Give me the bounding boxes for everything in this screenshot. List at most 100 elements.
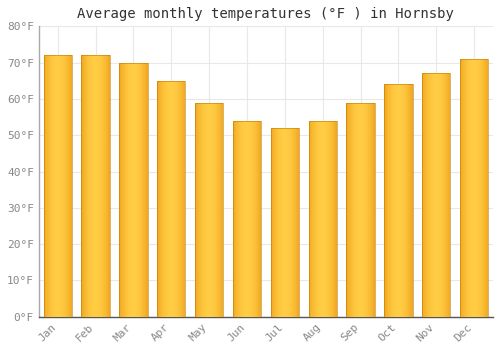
- Bar: [178, 81, 179, 317]
- Bar: [434, 74, 435, 317]
- Bar: [365, 103, 366, 317]
- Bar: [291, 128, 292, 317]
- Bar: [240, 121, 242, 317]
- Bar: [424, 74, 425, 317]
- Bar: [167, 81, 168, 317]
- Bar: [367, 103, 368, 317]
- Bar: [462, 59, 463, 317]
- Bar: [219, 103, 220, 317]
- Bar: [206, 103, 207, 317]
- Bar: [465, 59, 466, 317]
- Bar: [119, 63, 120, 317]
- Bar: [255, 121, 256, 317]
- Bar: [56, 55, 57, 317]
- Bar: [474, 59, 475, 317]
- Bar: [320, 121, 322, 317]
- Bar: [472, 59, 474, 317]
- Bar: [84, 55, 85, 317]
- Bar: [82, 55, 110, 317]
- Bar: [359, 103, 360, 317]
- Bar: [44, 55, 45, 317]
- Bar: [233, 121, 234, 317]
- Bar: [371, 103, 372, 317]
- Bar: [130, 63, 132, 317]
- Bar: [477, 59, 478, 317]
- Bar: [174, 81, 175, 317]
- Bar: [286, 128, 287, 317]
- Bar: [247, 121, 248, 317]
- Bar: [88, 55, 89, 317]
- Bar: [270, 128, 272, 317]
- Bar: [422, 74, 423, 317]
- Bar: [330, 121, 331, 317]
- Bar: [244, 121, 245, 317]
- Bar: [236, 121, 237, 317]
- Bar: [284, 128, 285, 317]
- Bar: [195, 103, 224, 317]
- Bar: [270, 128, 299, 317]
- Bar: [129, 63, 130, 317]
- Bar: [164, 81, 165, 317]
- Bar: [175, 81, 176, 317]
- Bar: [354, 103, 355, 317]
- Bar: [479, 59, 480, 317]
- Bar: [238, 121, 239, 317]
- Bar: [208, 103, 209, 317]
- Bar: [221, 103, 222, 317]
- Bar: [399, 84, 400, 317]
- Bar: [464, 59, 465, 317]
- Bar: [358, 103, 359, 317]
- Bar: [295, 128, 296, 317]
- Bar: [325, 121, 326, 317]
- Bar: [332, 121, 334, 317]
- Bar: [65, 55, 66, 317]
- Bar: [410, 84, 411, 317]
- Bar: [437, 74, 438, 317]
- Bar: [460, 59, 488, 317]
- Bar: [352, 103, 353, 317]
- Bar: [202, 103, 203, 317]
- Bar: [275, 128, 276, 317]
- Bar: [356, 103, 357, 317]
- Bar: [324, 121, 325, 317]
- Bar: [222, 103, 224, 317]
- Bar: [62, 55, 64, 317]
- Bar: [362, 103, 364, 317]
- Bar: [319, 121, 320, 317]
- Bar: [122, 63, 123, 317]
- Bar: [287, 128, 288, 317]
- Bar: [394, 84, 395, 317]
- Bar: [162, 81, 163, 317]
- Bar: [432, 74, 434, 317]
- Bar: [484, 59, 485, 317]
- Bar: [157, 81, 158, 317]
- Bar: [57, 55, 58, 317]
- Bar: [218, 103, 219, 317]
- Bar: [107, 55, 108, 317]
- Bar: [427, 74, 428, 317]
- Bar: [353, 103, 354, 317]
- Bar: [176, 81, 177, 317]
- Bar: [389, 84, 390, 317]
- Bar: [317, 121, 318, 317]
- Bar: [136, 63, 137, 317]
- Bar: [125, 63, 126, 317]
- Title: Average monthly temperatures (°F ) in Hornsby: Average monthly temperatures (°F ) in Ho…: [78, 7, 454, 21]
- Bar: [146, 63, 147, 317]
- Bar: [49, 55, 50, 317]
- Bar: [347, 103, 348, 317]
- Bar: [215, 103, 216, 317]
- Bar: [86, 55, 87, 317]
- Bar: [216, 103, 217, 317]
- Bar: [294, 128, 295, 317]
- Bar: [429, 74, 430, 317]
- Bar: [406, 84, 407, 317]
- Bar: [120, 63, 122, 317]
- Bar: [239, 121, 240, 317]
- Bar: [210, 103, 212, 317]
- Bar: [386, 84, 387, 317]
- Bar: [468, 59, 469, 317]
- Bar: [97, 55, 98, 317]
- Bar: [181, 81, 182, 317]
- Bar: [172, 81, 174, 317]
